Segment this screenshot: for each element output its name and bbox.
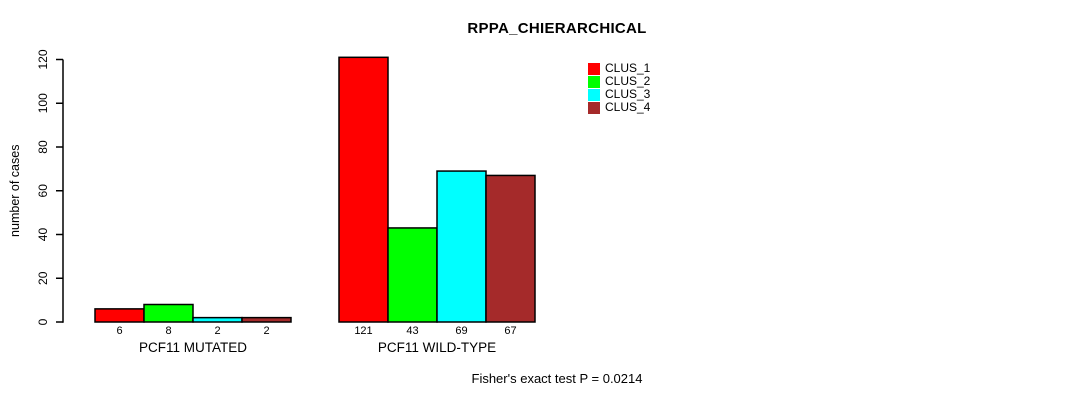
y-axis-tick-label: 20 [36, 271, 50, 285]
legend-item-clus_1: CLUS_1 [588, 62, 650, 75]
legend-label: CLUS_1 [605, 61, 651, 75]
legend-item-clus_2: CLUS_2 [588, 75, 650, 88]
legend-item-clus_3: CLUS_3 [588, 88, 650, 101]
y-axis-tick-label: 120 [36, 49, 50, 69]
legend-label: CLUS_4 [605, 100, 651, 114]
y-axis-title: number of cases [8, 145, 22, 237]
bar-value-label: 2 [214, 325, 220, 337]
bar-value-label: 69 [455, 325, 467, 337]
y-axis-tick-label: 40 [36, 228, 50, 242]
y-axis-tick-label: 0 [36, 318, 50, 325]
fisher-test-annotation: Fisher's exact test P = 0.0214 [471, 371, 643, 386]
bar-value-label: 2 [263, 325, 269, 337]
bar-clus_4-1 [241, 316, 292, 323]
bar-clus_3-2 [436, 170, 487, 323]
legend-swatch-icon [588, 88, 600, 101]
legend-item-clus_4: CLUS_4 [588, 101, 650, 114]
y-axis-tick-label: 60 [36, 184, 50, 198]
legend-swatch-icon [588, 62, 600, 75]
chart-title: RPPA_CHIERARCHICAL [467, 20, 647, 37]
bar-value-label: 6 [116, 325, 122, 337]
bar-value-label: 121 [354, 325, 372, 337]
legend-swatch-icon [588, 75, 600, 88]
bar-clus_3-1 [192, 316, 243, 323]
bar-value-label: 67 [504, 325, 516, 337]
y-axis-tick-label: 80 [36, 140, 50, 154]
bar-value-label: 8 [165, 325, 171, 337]
bar-clus_1-2 [338, 56, 389, 323]
bar-value-label: 43 [406, 325, 418, 337]
category-label: PCF11 WILD-TYPE [378, 340, 496, 355]
legend-label: CLUS_2 [605, 74, 651, 88]
y-axis-tick-label: 100 [36, 93, 50, 113]
bar-clus_2-1 [143, 303, 194, 323]
legend-label: CLUS_3 [605, 87, 651, 101]
bar-clus_2-2 [387, 227, 438, 323]
bar-clus_1-1 [94, 308, 145, 323]
legend-swatch-icon [588, 101, 600, 114]
bar-clus_4-2 [485, 174, 536, 323]
legend: CLUS_1 CLUS_2 CLUS_3 CLUS_4 [588, 62, 650, 114]
category-label: PCF11 MUTATED [139, 340, 247, 355]
